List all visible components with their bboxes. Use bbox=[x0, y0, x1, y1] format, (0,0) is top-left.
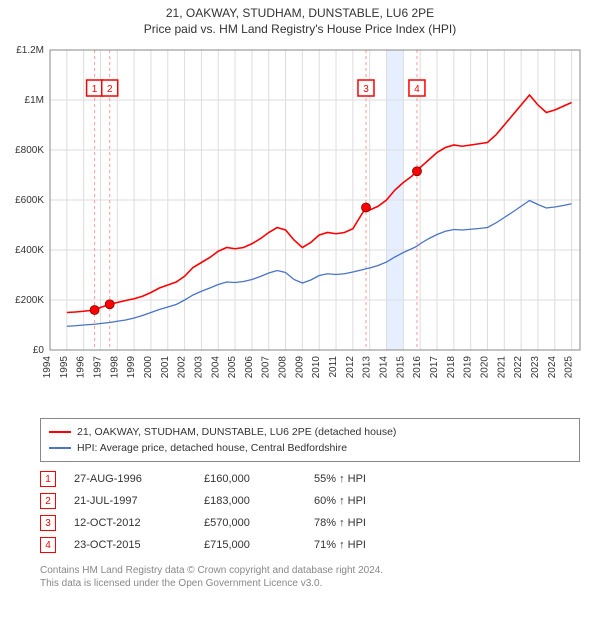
footnote-line-2: This data is licensed under the Open Gov… bbox=[40, 577, 580, 590]
legend-label-property: 21, OAKWAY, STUDHAM, DUNSTABLE, LU6 2PE … bbox=[77, 424, 396, 440]
svg-text:£400K: £400K bbox=[15, 245, 44, 256]
svg-text:2017: 2017 bbox=[429, 356, 440, 379]
transaction-delta: 55% ↑ HPI bbox=[314, 473, 434, 485]
transaction-date: 21-JUL-1997 bbox=[74, 495, 204, 507]
legend-row-hpi: HPI: Average price, detached house, Cent… bbox=[49, 440, 571, 456]
svg-text:1998: 1998 bbox=[109, 356, 120, 379]
chart-area: £0 £200K £400K £600K £800K £1M £1.2M 1994 1995 19… bbox=[0, 40, 600, 410]
svg-text:£600K: £600K bbox=[15, 195, 44, 206]
svg-text:1999: 1999 bbox=[126, 356, 137, 379]
transaction-row: 4 23-OCT-2015£715,00071% ↑ HPI bbox=[40, 534, 580, 556]
transaction-marker: 1 bbox=[40, 471, 56, 487]
transaction-delta: 71% ↑ HPI bbox=[314, 539, 434, 551]
svg-text:2024: 2024 bbox=[547, 356, 558, 379]
transaction-marker: 3 bbox=[40, 515, 56, 531]
svg-text:1: 1 bbox=[92, 84, 98, 95]
svg-text:2011: 2011 bbox=[328, 356, 339, 378]
svg-text:2010: 2010 bbox=[311, 356, 322, 379]
svg-text:1995: 1995 bbox=[59, 356, 70, 379]
svg-text:2019: 2019 bbox=[463, 356, 474, 379]
transaction-price: £183,000 bbox=[204, 495, 314, 507]
svg-text:2002: 2002 bbox=[177, 356, 188, 379]
transaction-date: 12-OCT-2012 bbox=[74, 517, 204, 529]
svg-text:2013: 2013 bbox=[362, 356, 373, 379]
svg-text:1997: 1997 bbox=[92, 356, 103, 379]
svg-text:2023: 2023 bbox=[530, 356, 541, 379]
svg-text:£200K: £200K bbox=[15, 295, 44, 306]
svg-text:2025: 2025 bbox=[564, 356, 575, 379]
svg-text:2016: 2016 bbox=[412, 356, 423, 379]
svg-text:£800K: £800K bbox=[15, 145, 44, 156]
svg-text:2005: 2005 bbox=[227, 356, 238, 379]
svg-text:£1.2M: £1.2M bbox=[16, 45, 44, 56]
svg-text:2009: 2009 bbox=[294, 356, 305, 379]
page-title: 21, OAKWAY, STUDHAM, DUNSTABLE, LU6 2PE bbox=[0, 0, 600, 20]
legend-swatch-hpi bbox=[49, 447, 71, 449]
svg-text:2012: 2012 bbox=[345, 356, 356, 379]
transaction-marker: 4 bbox=[40, 537, 56, 553]
svg-text:2015: 2015 bbox=[395, 356, 406, 379]
svg-text:2008: 2008 bbox=[278, 356, 289, 379]
legend-row-property: 21, OAKWAY, STUDHAM, DUNSTABLE, LU6 2PE … bbox=[49, 424, 571, 440]
transaction-delta: 60% ↑ HPI bbox=[314, 495, 434, 507]
transaction-marker: 2 bbox=[40, 493, 56, 509]
svg-text:2004: 2004 bbox=[210, 356, 221, 379]
transaction-row: 3 12-OCT-2012£570,00078% ↑ HPI bbox=[40, 512, 580, 534]
footnote-line-1: Contains HM Land Registry data © Crown c… bbox=[40, 564, 580, 577]
svg-text:2022: 2022 bbox=[513, 356, 524, 379]
svg-text:2014: 2014 bbox=[379, 356, 390, 379]
svg-text:2021: 2021 bbox=[496, 356, 507, 379]
price-chart-svg: £0 £200K £400K £600K £800K £1M £1.2M 1994 1995 19… bbox=[0, 40, 600, 410]
svg-text:3: 3 bbox=[363, 84, 369, 95]
svg-text:1996: 1996 bbox=[76, 356, 87, 379]
footnote: Contains HM Land Registry data © Crown c… bbox=[40, 564, 580, 590]
transaction-date: 23-OCT-2015 bbox=[74, 539, 204, 551]
legend: 21, OAKWAY, STUDHAM, DUNSTABLE, LU6 2PE … bbox=[40, 418, 580, 462]
transaction-price: £570,000 bbox=[204, 517, 314, 529]
svg-text:£0: £0 bbox=[33, 345, 45, 356]
svg-text:2: 2 bbox=[107, 84, 113, 95]
transaction-price: £160,000 bbox=[204, 473, 314, 485]
svg-text:2003: 2003 bbox=[193, 356, 204, 379]
transaction-delta: 78% ↑ HPI bbox=[314, 517, 434, 529]
legend-label-hpi: HPI: Average price, detached house, Cent… bbox=[77, 440, 347, 456]
svg-text:1994: 1994 bbox=[42, 356, 53, 379]
transactions-table: 1 27-AUG-1996£160,00055% ↑ HPI 2 21-JUL-199… bbox=[40, 468, 580, 556]
transaction-row: 2 21-JUL-1997£183,00060% ↑ HPI bbox=[40, 490, 580, 512]
page-subtitle: Price paid vs. HM Land Registry's House … bbox=[0, 20, 600, 40]
transaction-price: £715,000 bbox=[204, 539, 314, 551]
svg-text:2001: 2001 bbox=[160, 356, 171, 379]
svg-text:£1M: £1M bbox=[25, 95, 44, 106]
svg-text:2018: 2018 bbox=[446, 356, 457, 379]
svg-text:2007: 2007 bbox=[261, 356, 272, 379]
svg-text:2006: 2006 bbox=[244, 356, 255, 379]
svg-text:2020: 2020 bbox=[479, 356, 490, 379]
svg-text:4: 4 bbox=[414, 84, 420, 95]
transaction-date: 27-AUG-1996 bbox=[74, 473, 204, 485]
svg-text:2000: 2000 bbox=[143, 356, 154, 379]
transaction-row: 1 27-AUG-1996£160,00055% ↑ HPI bbox=[40, 468, 580, 490]
legend-swatch-property bbox=[49, 431, 71, 433]
